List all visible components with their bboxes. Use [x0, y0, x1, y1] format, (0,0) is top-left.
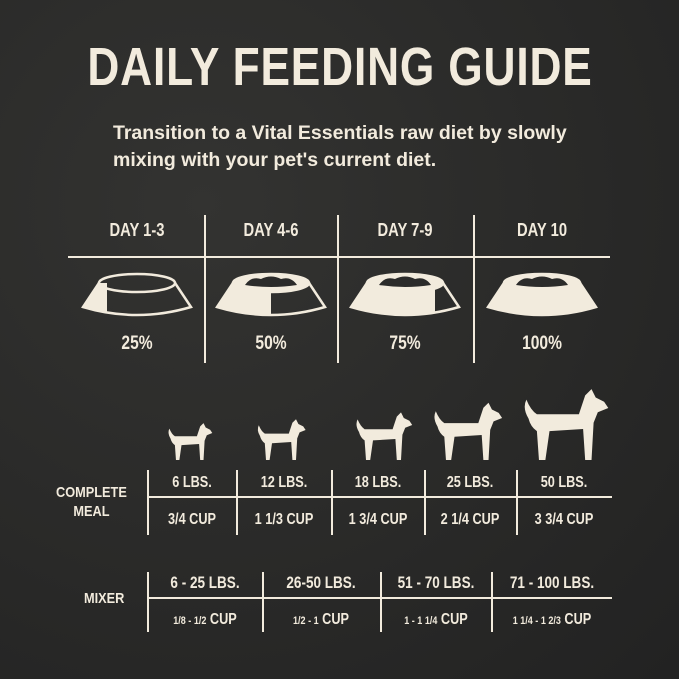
day-header: DAY 7-9 [377, 220, 433, 240]
divider [491, 572, 493, 632]
mixer-weight: 6 - 25 LBS. [169, 574, 240, 592]
mixer-amount: 1/2 - 1 [293, 615, 319, 627]
divider [337, 215, 339, 363]
percent-label: 50% [255, 333, 287, 354]
food-bowl-icon [349, 272, 461, 317]
meal-cups: 1 3/4 CUP [348, 511, 407, 528]
subtitle-line-1: Transition to a Vital Essentials raw die… [113, 122, 567, 144]
percent-label: 25% [121, 333, 153, 354]
chihuahua-icon [168, 422, 213, 460]
day-header: DAY 4-6 [243, 220, 299, 240]
mixer-unit: CUP [563, 611, 591, 628]
divider [147, 470, 149, 535]
meal-weight: 50 LBS. [540, 474, 588, 491]
percent-label: 75% [389, 333, 421, 354]
divider [516, 470, 518, 535]
complete-meal-label: COMPLETE MEAL [56, 483, 127, 521]
label-line: COMPLETE [56, 484, 127, 501]
divider [424, 470, 426, 535]
food-bowl-icon [215, 272, 327, 317]
meal-cups: 3 3/4 CUP [534, 511, 594, 528]
divider [204, 215, 206, 363]
mixer-unit: CUP [322, 611, 349, 628]
meal-weight: 18 LBS. [354, 474, 401, 491]
pug-icon [355, 412, 412, 460]
mixer-amount: 1 1/4 - 1 2/3 [512, 615, 561, 627]
divider [147, 572, 149, 632]
subtitle-line-2: mixing with your pet's current diet. [113, 149, 437, 171]
shiba-icon [434, 402, 502, 460]
mixer-amount: 1 - 1 1/4 [403, 615, 437, 627]
mixer-weight: 51 - 70 LBS. [397, 574, 474, 592]
mixer-amount: 1/8 - 1/2 [172, 615, 206, 627]
retriever-icon [524, 388, 609, 460]
meal-cups: 1 1/3 CUP [254, 511, 313, 528]
meal-cups: 3/4 CUP [167, 511, 216, 528]
divider [147, 496, 612, 498]
meal-cups: 2 1/4 CUP [440, 511, 500, 528]
meal-weight: 12 LBS. [260, 474, 307, 491]
mixer-unit: CUP [209, 611, 237, 628]
meal-weight: 6 LBS. [171, 474, 212, 491]
page-title: DAILY FEEDING GUIDE [87, 37, 593, 97]
food-bowl-icon [81, 272, 193, 317]
divider [473, 215, 475, 363]
divider [236, 470, 238, 535]
divider [380, 572, 382, 632]
divider [68, 256, 610, 258]
meal-weight: 25 LBS. [446, 474, 494, 491]
mixer-unit: CUP [440, 611, 468, 628]
food-bowl-icon [486, 272, 598, 317]
divider [147, 597, 612, 599]
day-header: DAY 1-3 [109, 220, 165, 240]
mixer-weight: 26-50 LBS. [286, 574, 356, 592]
poodle-icon [257, 419, 306, 460]
mixer-weight: 71 - 100 LBS. [509, 574, 594, 592]
percent-label: 100% [522, 333, 562, 354]
day-header: DAY 10 [516, 220, 568, 240]
divider [262, 572, 264, 632]
divider [331, 470, 333, 535]
mixer-label: MIXER [84, 590, 125, 607]
label-line: MEAL [73, 503, 110, 520]
